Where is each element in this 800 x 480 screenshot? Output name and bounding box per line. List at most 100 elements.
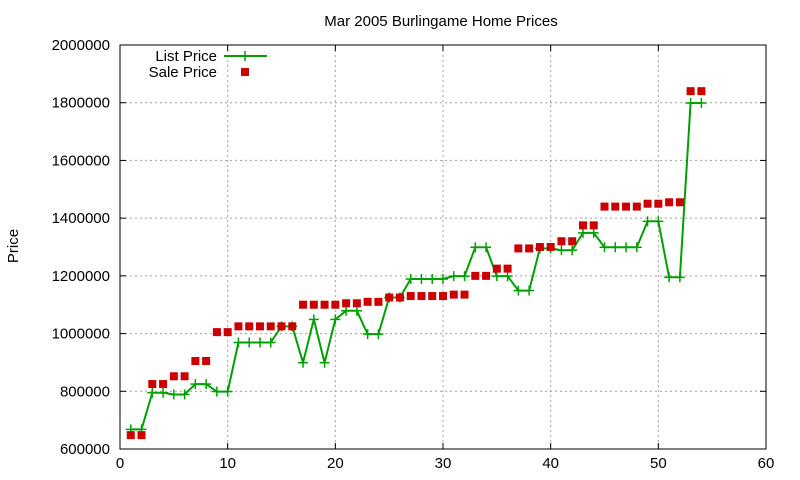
sale-price-point bbox=[137, 431, 146, 440]
sale-price-point bbox=[320, 300, 329, 309]
sale-price-point bbox=[643, 199, 652, 208]
sale-price-point bbox=[352, 299, 361, 308]
list-price-point bbox=[448, 271, 459, 282]
sale-price-point bbox=[288, 322, 297, 331]
list-price-point bbox=[513, 285, 524, 296]
sale-price-point bbox=[622, 202, 631, 211]
list-price-point bbox=[351, 305, 362, 316]
sale-price-point bbox=[277, 322, 286, 331]
list-price-point bbox=[211, 386, 222, 397]
list-price-point bbox=[373, 329, 384, 340]
list-price-point bbox=[265, 337, 276, 348]
list-price-point bbox=[491, 271, 502, 282]
sale-price-point bbox=[342, 299, 351, 308]
sale-price-point bbox=[525, 244, 534, 253]
sale-price-point bbox=[578, 221, 587, 230]
sale-price-point bbox=[180, 372, 189, 381]
sale-price-point bbox=[600, 202, 609, 211]
sale-price-point bbox=[417, 292, 426, 301]
legend-label-sale-price: Sale Price bbox=[149, 64, 217, 81]
y-axis-label: Price bbox=[5, 229, 22, 263]
list-price-point bbox=[577, 227, 588, 238]
list-price-point bbox=[642, 216, 653, 227]
sale-price-point bbox=[395, 293, 404, 302]
axes: 0 10 20 30 40 50 60 600000 800000 1000000 1200000 1… bbox=[52, 37, 775, 472]
list-price-point bbox=[147, 387, 158, 398]
sale-price-point bbox=[169, 372, 178, 381]
sale-price-point bbox=[385, 293, 394, 302]
list-price-point bbox=[459, 271, 470, 282]
list-price-point bbox=[470, 242, 481, 253]
x-tick-label: 0 bbox=[116, 455, 124, 472]
list-price-point bbox=[502, 271, 513, 282]
list-price-point bbox=[158, 387, 169, 398]
sale-price-point bbox=[299, 300, 308, 309]
list-price-point bbox=[416, 274, 427, 285]
sale-price-point bbox=[428, 292, 437, 301]
sale-price-point bbox=[212, 328, 221, 337]
sale-price-point bbox=[406, 292, 415, 301]
sale-price-point bbox=[223, 328, 232, 337]
list-price-point bbox=[481, 242, 492, 253]
sale-price-point bbox=[449, 290, 458, 299]
sale-price-point bbox=[503, 264, 512, 273]
chart-title: Mar 2005 Burlingame Home Prices bbox=[324, 13, 557, 30]
sale-price-point bbox=[255, 322, 264, 331]
list-price-point bbox=[588, 227, 599, 238]
sale-price-point bbox=[654, 199, 663, 208]
list-price-point bbox=[610, 242, 621, 253]
x-tick-label: 60 bbox=[758, 455, 775, 472]
sale-price-point bbox=[363, 297, 372, 306]
sale-price-point bbox=[611, 202, 620, 211]
sale-price-point bbox=[126, 431, 135, 440]
list-price-point bbox=[653, 216, 664, 227]
sale-price-point bbox=[665, 198, 674, 207]
list-price-point bbox=[696, 98, 707, 109]
legend-label-list-price: List Price bbox=[155, 48, 217, 65]
x-tick-label: 30 bbox=[435, 455, 452, 472]
y-tick-label: 1000000 bbox=[52, 326, 110, 343]
list-price-point bbox=[168, 389, 179, 400]
list-price-point bbox=[556, 245, 567, 256]
sale-price-point bbox=[546, 243, 555, 251]
list-price-point bbox=[222, 386, 233, 397]
list-price-point bbox=[308, 314, 319, 325]
sale-price-point bbox=[482, 271, 491, 280]
x-tick-label: 20 bbox=[327, 455, 344, 472]
sale-price-point bbox=[148, 380, 157, 389]
x-tick-label: 40 bbox=[542, 455, 559, 472]
list-price-point bbox=[179, 389, 190, 400]
list-price-point bbox=[664, 272, 675, 283]
sale-price-point bbox=[535, 243, 544, 251]
list-price-point bbox=[362, 329, 373, 340]
series-line-list-price bbox=[130, 102, 702, 431]
sale-price-point bbox=[159, 380, 168, 389]
sale-price-point bbox=[460, 290, 469, 299]
list-price-point bbox=[685, 98, 696, 109]
sale-price-point bbox=[439, 292, 447, 301]
sale-price-point bbox=[471, 271, 480, 280]
list-price-point bbox=[405, 274, 416, 285]
list-price-point bbox=[201, 379, 212, 390]
list-price-point bbox=[427, 274, 438, 285]
x-tick-label: 50 bbox=[650, 455, 667, 472]
list-price-point bbox=[599, 242, 610, 253]
y-tick-label: 1400000 bbox=[52, 210, 110, 227]
sale-price-point bbox=[686, 87, 695, 96]
list-price-point bbox=[438, 274, 448, 285]
list-price-point bbox=[631, 242, 642, 253]
list-price-point bbox=[330, 314, 341, 325]
sale-price-point bbox=[675, 198, 684, 207]
sale-price-point bbox=[245, 322, 254, 331]
sale-price-point bbox=[514, 244, 523, 253]
list-price-point bbox=[674, 272, 685, 283]
list-price-point bbox=[341, 305, 352, 316]
legend-marker-sale-price bbox=[241, 68, 249, 76]
list-price-point bbox=[190, 379, 201, 390]
list-price-point bbox=[298, 357, 309, 368]
list-price-point bbox=[621, 242, 632, 253]
sale-price-point bbox=[331, 300, 340, 309]
y-tick-label: 1800000 bbox=[52, 95, 110, 112]
